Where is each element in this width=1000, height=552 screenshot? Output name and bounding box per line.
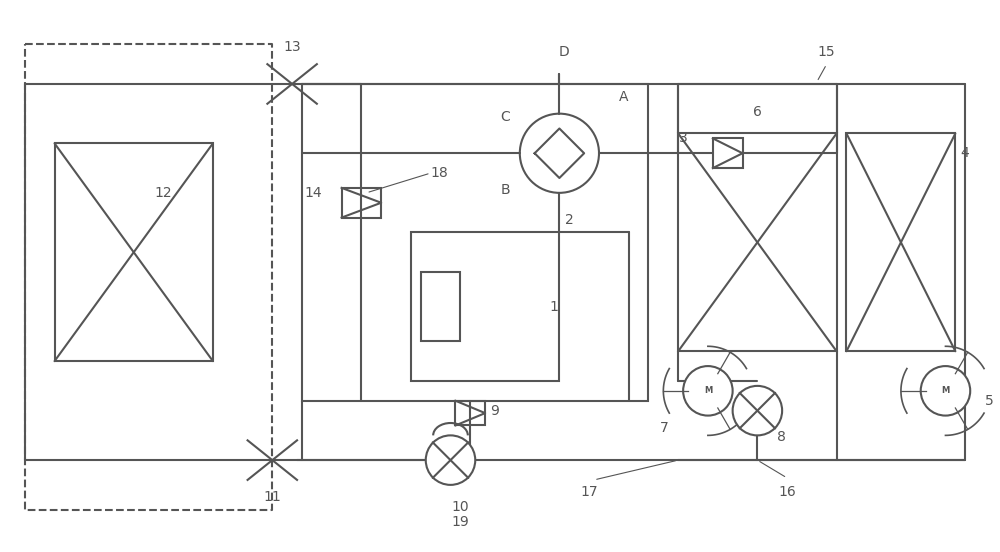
Text: M: M [941,386,950,395]
Bar [455,401,485,426]
Bar [713,139,743,168]
Text: 7: 7 [660,421,668,434]
Text: D: D [559,45,570,59]
Text: 17: 17 [580,485,598,499]
Circle shape [921,366,970,416]
Text: B: B [500,183,510,197]
Bar [421,272,460,341]
Text: 13: 13 [283,40,301,54]
Text: M: M [704,386,712,395]
Circle shape [520,114,599,193]
Text: 2: 2 [565,213,574,227]
Text: 14: 14 [304,186,322,200]
Text: 15: 15 [818,45,835,59]
Circle shape [426,436,475,485]
Text: 18: 18 [431,166,448,180]
Text: 3: 3 [679,131,688,145]
Text: 4: 4 [960,146,969,160]
Circle shape [683,366,733,416]
Text: 8: 8 [777,431,786,444]
Text: 5: 5 [985,394,994,408]
Bar [846,134,955,351]
Text: 9: 9 [490,404,499,418]
Text: 1: 1 [549,300,558,314]
Text: A: A [619,90,628,104]
Bar [302,84,648,401]
Text: C: C [500,109,510,124]
Bar [342,188,381,217]
Text: 10: 10 [452,500,469,514]
Circle shape [733,386,782,436]
Text: 6: 6 [753,104,762,119]
Text: 11: 11 [263,490,281,504]
Bar [678,134,837,351]
Text: 16: 16 [778,485,796,499]
Bar [55,144,213,361]
Bar [411,232,559,381]
Text: 19: 19 [452,514,469,529]
Text: 12: 12 [155,186,172,200]
